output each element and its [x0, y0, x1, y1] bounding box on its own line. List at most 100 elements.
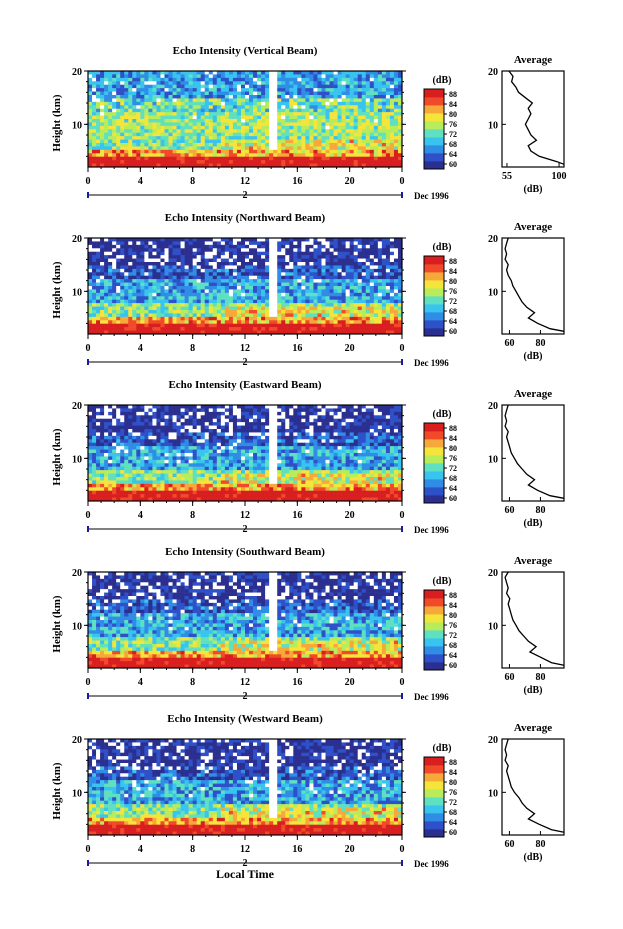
- colorbar-tick-label: 64: [449, 651, 457, 660]
- colorbar-tick-label: 64: [449, 818, 457, 827]
- colorbar-swatch: [424, 487, 444, 496]
- date-label: Dec 1996: [414, 358, 449, 368]
- average-y-tick-label: 20: [488, 234, 498, 245]
- x-tick-label: 0: [400, 343, 405, 354]
- average-x-tick-label: 80: [535, 839, 545, 850]
- y-axis-label: Height (km): [51, 595, 63, 652]
- y-tick-label: 10: [72, 621, 82, 632]
- colorbar-tick-label: 72: [449, 798, 457, 807]
- average-line: [504, 571, 565, 666]
- x-axis-title: Local Time: [216, 867, 275, 881]
- colorbar-tick-label: 76: [449, 120, 457, 129]
- colorbar-swatch: [424, 280, 444, 289]
- colorbar-frame: [423, 756, 445, 838]
- heatmap-cells: [88, 71, 403, 168]
- colorbar-swatch: [424, 797, 444, 806]
- average-y-tick-label: 10: [488, 454, 498, 465]
- colorbar-tick-label: 68: [449, 808, 457, 817]
- average-line: [508, 70, 565, 165]
- colorbar-tick-label: 60: [449, 661, 457, 670]
- panel-title: Echo Intensity (Vertical Beam): [173, 45, 318, 57]
- y-axis-label: Height (km): [51, 428, 63, 485]
- panel-title: Echo Intensity (Westward Beam): [167, 713, 323, 725]
- average-frame: [501, 237, 565, 335]
- colorbar-swatch: [424, 495, 444, 504]
- x-tick-label: 0: [400, 677, 405, 688]
- x-tick-label: 20: [345, 844, 355, 855]
- colorbar-swatch: [424, 455, 444, 464]
- colorbar-swatch: [424, 463, 444, 472]
- x-tick-label: 20: [345, 343, 355, 354]
- colorbar-swatch: [424, 312, 444, 321]
- average-x-tick-label: 80: [535, 505, 545, 516]
- colorbar-swatch: [424, 97, 444, 106]
- average-x-label: (dB): [524, 685, 543, 696]
- x-tick-label: 8: [190, 510, 195, 521]
- colorbar-tick-label: 60: [449, 494, 457, 503]
- x-tick-label: 16: [292, 510, 302, 521]
- colorbar-swatch: [424, 765, 444, 774]
- panel-1: Echo Intensity (Vertical Beam) Height (km…: [51, 45, 567, 201]
- colorbar-swatch: [424, 773, 444, 782]
- colorbar-tick-label: 60: [449, 327, 457, 336]
- colorbar-swatch: [424, 89, 444, 98]
- average-x-tick-label: 80: [535, 672, 545, 683]
- x-tick-label: 4: [138, 844, 143, 855]
- average-profile: Average 10 20 60 80 (dB): [488, 555, 565, 696]
- x-tick-label: 0: [86, 176, 91, 187]
- x-tick-label: 4: [138, 176, 143, 187]
- colorbar-swatch: [424, 304, 444, 313]
- colorbar-swatch: [424, 447, 444, 456]
- y-axis-label: Height (km): [51, 94, 63, 151]
- average-y-tick-label: 20: [488, 401, 498, 412]
- average-title: Average: [514, 54, 552, 66]
- colorbar-swatch: [424, 153, 444, 162]
- date-label: Dec 1996: [414, 859, 449, 869]
- colorbar-unit: (dB): [433, 409, 452, 420]
- x-tick-label: 0: [400, 176, 405, 187]
- x-tick-label: 16: [292, 844, 302, 855]
- x-tick-label: 4: [138, 677, 143, 688]
- x-tick-label: 12: [240, 677, 250, 688]
- average-frame: [501, 70, 565, 168]
- average-x-tick-label: 60: [504, 672, 514, 683]
- panel-2: Echo Intensity (Northward Beam) Height (k…: [51, 212, 565, 368]
- colorbar-tick-label: 76: [449, 287, 457, 296]
- date-day-label: 2: [243, 524, 248, 535]
- x-tick-label: 4: [138, 510, 143, 521]
- x-tick-label: 0: [86, 343, 91, 354]
- average-x-tick-label: 80: [535, 338, 545, 349]
- average-y-tick-label: 10: [488, 788, 498, 799]
- colorbar-frame: [423, 88, 445, 170]
- y-tick-label: 10: [72, 120, 82, 131]
- heatmap-cells: [88, 739, 403, 836]
- colorbar-tick-label: 68: [449, 641, 457, 650]
- colorbar-tick-label: 84: [449, 601, 457, 610]
- colorbar-tick-label: 80: [449, 277, 457, 286]
- colorbar-tick-label: 80: [449, 444, 457, 453]
- x-tick-label: 16: [292, 677, 302, 688]
- y-tick-label: 20: [72, 735, 82, 746]
- colorbar-swatch: [424, 479, 444, 488]
- y-tick-label: 10: [72, 454, 82, 465]
- colorbar-swatch: [424, 829, 444, 838]
- y-tick-label: 10: [72, 287, 82, 298]
- colorbar-swatch: [424, 813, 444, 822]
- x-tick-label: 20: [345, 677, 355, 688]
- panel-title: Echo Intensity (Eastward Beam): [168, 379, 321, 391]
- average-title: Average: [514, 388, 552, 400]
- colorbar-swatch: [424, 757, 444, 766]
- colorbar-swatch: [424, 606, 444, 615]
- colorbar-swatch: [424, 296, 444, 305]
- date-label: Dec 1996: [414, 692, 449, 702]
- average-line: [504, 404, 565, 499]
- x-tick-label: 16: [292, 176, 302, 187]
- colorbar-tick-label: 72: [449, 297, 457, 306]
- colorbar-tick-label: 84: [449, 434, 457, 443]
- x-tick-label: 0: [86, 510, 91, 521]
- average-y-tick-label: 20: [488, 67, 498, 78]
- colorbar-tick-label: 88: [449, 591, 457, 600]
